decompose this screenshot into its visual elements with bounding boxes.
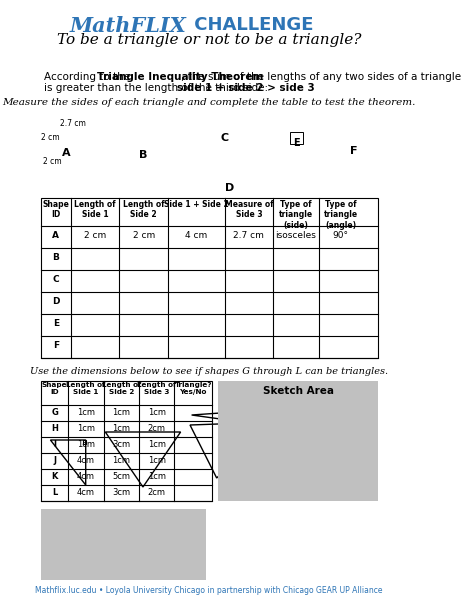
Text: B: B [52,253,59,262]
Text: 2.7 cm: 2.7 cm [60,119,86,128]
Text: B: B [138,150,147,160]
Text: Triangle?
Yes/No: Triangle? Yes/No [174,382,212,395]
Text: 1cm: 1cm [112,456,130,465]
Text: Shape
ID: Shape ID [43,200,69,220]
Text: 1cm: 1cm [77,408,95,417]
Text: Use the dimensions below to see if shapes G through L can be triangles.: Use the dimensions below to see if shape… [30,367,387,376]
Text: To be a triangle or not to be a triangle?: To be a triangle or not to be a triangle… [56,33,360,47]
Text: H: H [51,424,58,433]
Text: Sketch Area: Sketch Area [262,386,333,396]
Text: K: K [51,472,58,481]
Text: 2.7 cm: 2.7 cm [233,231,264,240]
Text: 2 cm: 2 cm [43,157,61,166]
Text: 2cm: 2cm [147,488,165,497]
Text: A: A [52,231,59,240]
Text: CHALLENGE: CHALLENGE [188,16,313,34]
Text: 1cm: 1cm [112,408,130,417]
Text: 1cm: 1cm [77,440,95,449]
Text: Measure of
Side 3: Measure of Side 3 [224,200,273,220]
Text: 4cm: 4cm [77,472,95,481]
Text: Length of
Side 2: Length of Side 2 [123,200,164,220]
Text: E: E [293,138,300,148]
Text: F: F [350,146,357,156]
Text: Type of
triangle
(angle): Type of triangle (angle) [323,200,357,230]
Text: Mathflix.luc.edu • Loyola University Chicago in partnership with Chicago GEAR UP: Mathflix.luc.edu • Loyola University Chi… [35,586,382,595]
Text: 2 cm: 2 cm [132,231,155,240]
Text: E: E [53,319,59,328]
Text: J: J [53,456,56,465]
Bar [218,381,377,501]
Text: Side 1 + Side 2: Side 1 + Side 2 [163,200,228,209]
Text: 2cm: 2cm [147,424,165,433]
Text: 2 cm: 2 cm [41,133,60,142]
Text: 1cm: 1cm [112,424,130,433]
Text: 3cm: 3cm [112,440,130,449]
Text: I: I [53,440,56,449]
Text: 4 cm: 4 cm [185,231,207,240]
Text: D: D [224,183,233,193]
Text: Length of
Side 3: Length of Side 3 [137,382,176,395]
Text: 1cm: 1cm [147,472,165,481]
Text: is greater than the length of the third side:: is greater than the length of the third … [44,83,271,93]
Text: D: D [52,297,60,306]
Text: 1cm: 1cm [147,456,165,465]
Text: isosceles: isosceles [275,231,316,240]
Bar [41,198,377,358]
Text: 90°: 90° [332,231,348,240]
Bar [41,509,205,580]
Text: Measure the sides of each triangle and complete the table to test the theorem.: Measure the sides of each triangle and c… [2,98,415,107]
Bar [82,440,86,444]
Text: 1cm: 1cm [77,424,95,433]
Text: 5cm: 5cm [112,472,130,481]
Text: 4cm: 4cm [77,488,95,497]
Bar [41,381,212,501]
Text: Type of
triangle
(side): Type of triangle (side) [278,200,312,230]
Text: side 1 + side 2 > side 3: side 1 + side 2 > side 3 [177,83,314,93]
Text: A: A [62,148,70,158]
Text: L: L [52,488,57,497]
Text: Length of
Side 2: Length of Side 2 [101,382,141,395]
Text: 1cm: 1cm [147,440,165,449]
Text: , the sum of the lengths of any two sides of a triangle: , the sum of the lengths of any two side… [181,72,461,82]
Text: 1cm: 1cm [147,408,165,417]
Text: Length of
Side 1: Length of Side 1 [74,200,116,220]
Text: G: G [51,408,58,417]
Text: Length of
Side 1: Length of Side 1 [66,382,106,395]
Text: MathFLIX: MathFLIX [70,16,187,36]
Text: Shape
ID: Shape ID [42,382,67,395]
Text: F: F [53,341,59,350]
Text: According to the: According to the [44,72,133,82]
Text: C: C [220,133,228,143]
Text: Triangle Inequality Theorem: Triangle Inequality Theorem [97,72,263,82]
Text: C: C [52,275,59,284]
Text: 4cm: 4cm [77,456,95,465]
Text: 2 cm: 2 cm [84,231,106,240]
Text: 3cm: 3cm [112,488,130,497]
